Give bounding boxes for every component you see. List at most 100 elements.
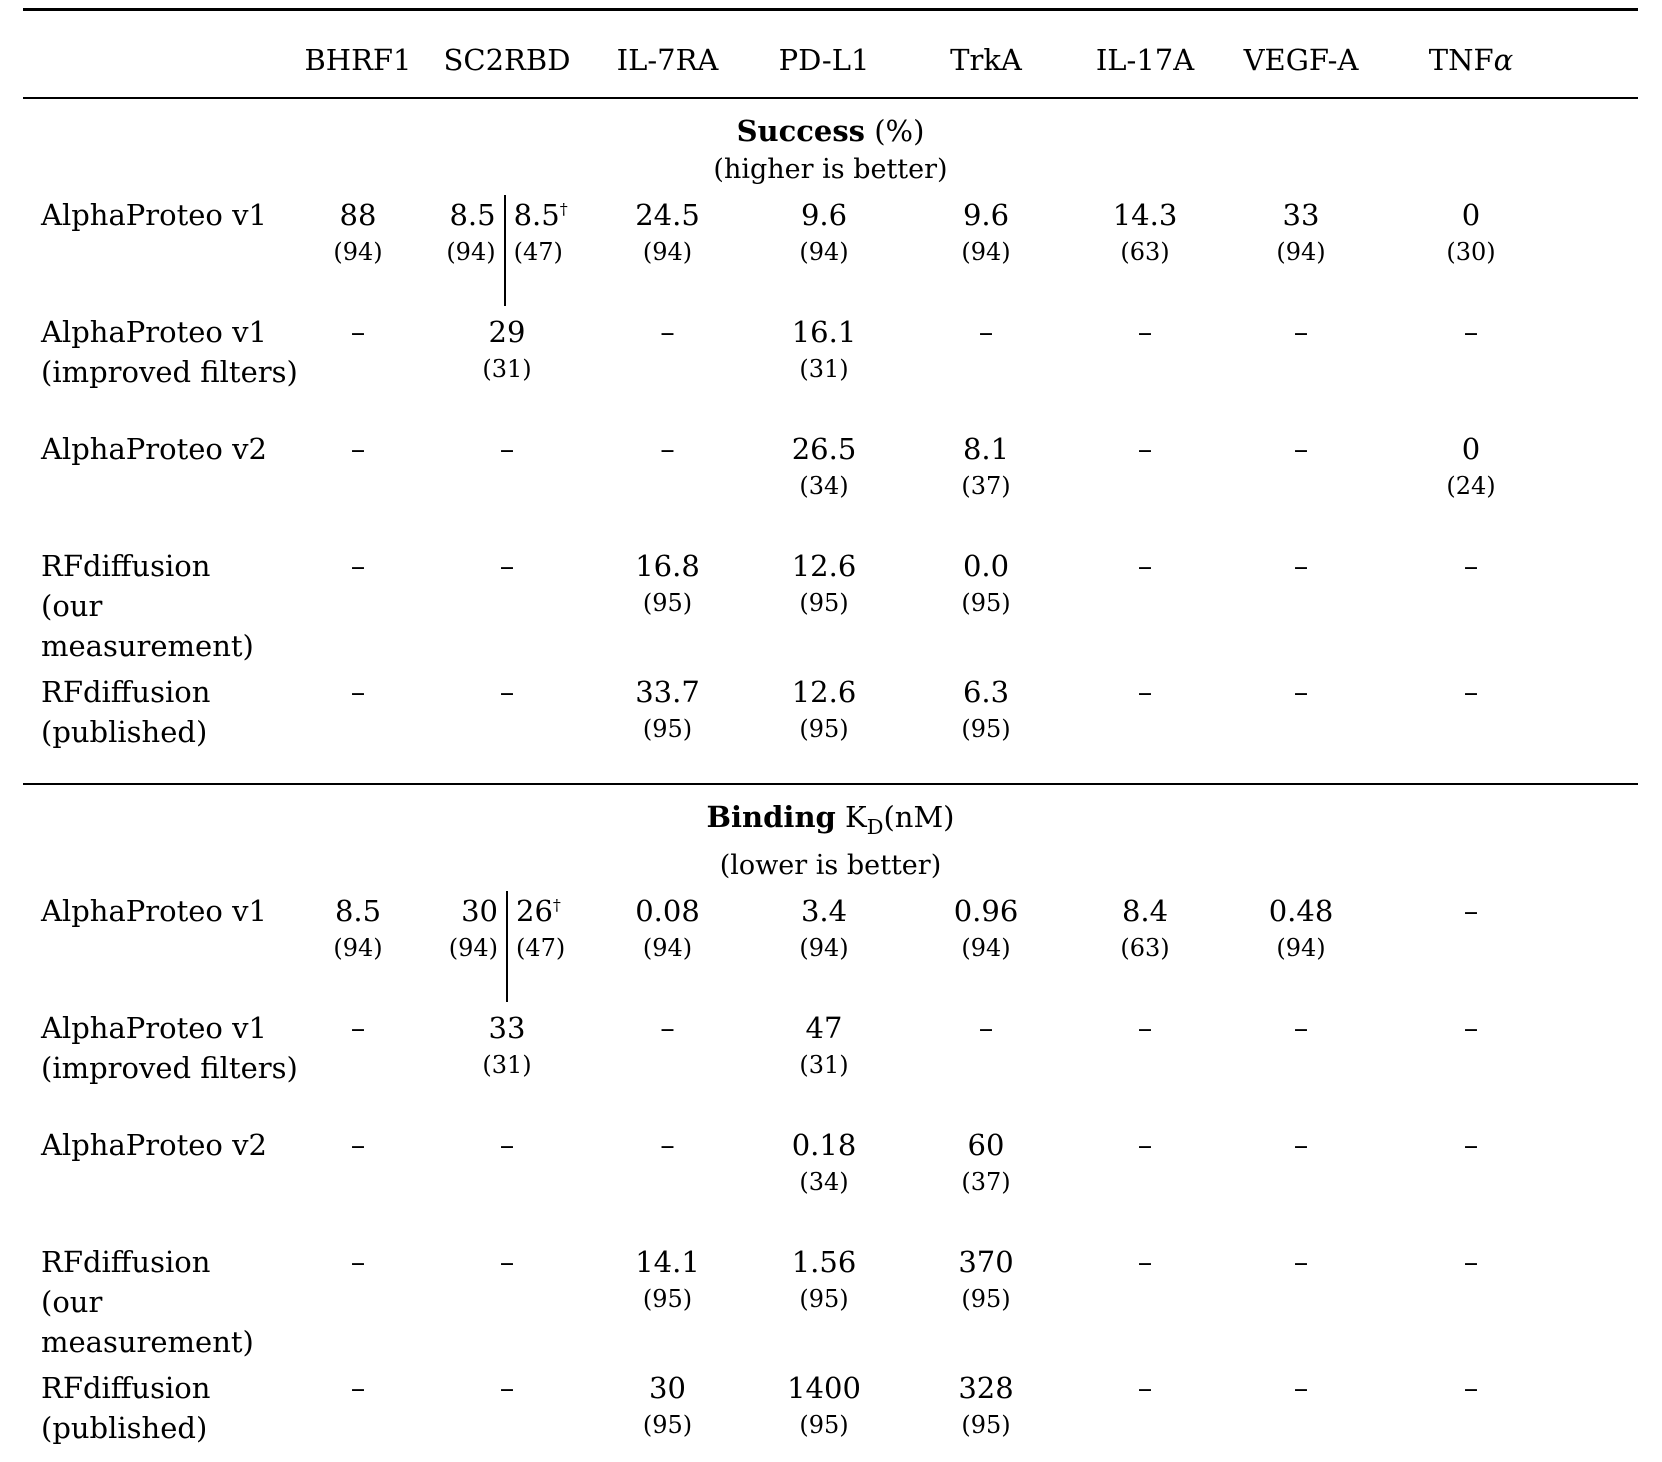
sample-count: (31) [482, 1050, 532, 1079]
section-success: Success (%) (higher is better) AlphaProteo… [23, 111, 1638, 783]
metric-value: 9.6 [962, 198, 1010, 232]
value-cell: – [1232, 306, 1370, 423]
value-cell: – [601, 423, 734, 540]
row-label-line: AlphaProteo v2 [41, 432, 267, 466]
value-cell: 8.5 (94) [303, 885, 413, 1002]
metric-value: – [1293, 1010, 1309, 1045]
row-label-line: RFdiffusion [41, 1244, 211, 1279]
metric-value: – [350, 1127, 366, 1162]
value-cell: – [303, 1002, 413, 1119]
value-cell: – [1232, 1362, 1370, 1462]
metric-value: – [1293, 1370, 1309, 1405]
column-header-row: BHRF1 SC2RBD IL-7RA PD-L1 TrkA IL-17A VEGF-A TN… [23, 11, 1638, 97]
value-cell: – [1058, 1236, 1232, 1362]
table-row-alphaproteo-v2: AlphaProteo v2 – – – 26.5 (34) 8.1 (37) – – 0 (24) [23, 423, 1638, 540]
value-cell: 0.96 (94) [914, 885, 1058, 1002]
split-half: 30 (94) [449, 891, 506, 1002]
value-cell: – [1370, 1362, 1572, 1462]
value-cell: 60 (37) [914, 1119, 1058, 1236]
value-cell: – [303, 666, 413, 783]
section-title-text: (nM) [883, 800, 955, 834]
metric-value: – [499, 432, 515, 466]
metric-value: – [978, 1010, 994, 1045]
value-cell: 0.08 (94) [601, 885, 734, 1002]
value-cell: – [914, 1002, 1058, 1119]
metric-value: 8.5 [334, 893, 382, 928]
row-label: AlphaProteo v2 [23, 423, 303, 540]
value-cell: – [1058, 1362, 1232, 1462]
metric-value: – [660, 1127, 675, 1162]
header-rule [23, 97, 1638, 99]
row-label: RFdiffusion (published) [23, 666, 303, 783]
sample-count: (95) [799, 1410, 849, 1439]
results-table: BHRF1 SC2RBD IL-7RA PD-L1 TrkA IL-17A VEGF-A TN… [23, 8, 1638, 1462]
metric-value: – [499, 675, 515, 709]
metric-value: – [350, 315, 366, 349]
metric-value: 12.6 [791, 675, 857, 709]
subscript-d: D [866, 814, 884, 839]
value-cell: – [413, 1119, 601, 1236]
section-binding: Binding KD(nM) (lower is better) AlphaProt… [23, 797, 1638, 1462]
metric-value: 6.3 [962, 675, 1010, 709]
value-cell: – [1370, 885, 1572, 1002]
sample-count: (95) [799, 589, 849, 617]
metric-value: – [1293, 549, 1309, 583]
value-cell: – [1370, 666, 1572, 783]
row-label-line: AlphaProteo v1 [41, 315, 267, 349]
value-cell: – [1370, 1002, 1572, 1119]
row-label-line: AlphaProteo v2 [41, 1127, 267, 1162]
metric-value: – [350, 549, 366, 583]
value-cell: 16.8 (95) [601, 540, 734, 666]
value-cell: – [1058, 540, 1232, 666]
column-header-il-7ra: IL-7RA [616, 43, 719, 77]
value-cell: 1.56 (95) [734, 1236, 914, 1362]
metric-value: – [660, 315, 675, 349]
greek-alpha: α [1493, 43, 1514, 77]
value-cell: 8.1 (37) [914, 423, 1058, 540]
sample-count: (34) [799, 1167, 849, 1196]
sample-count: (94) [448, 933, 498, 962]
value-cell: – [413, 423, 601, 540]
dagger-footnote-marker: † [552, 895, 561, 915]
metric-value: 26.5 [791, 432, 857, 466]
metric-value: – [350, 432, 366, 466]
row-label-line: RFdiffusion [41, 549, 211, 583]
value-cell: – [1058, 666, 1232, 783]
column-header-pd-l1: PD-L1 [778, 43, 870, 77]
column-header-vegf-a: VEGF-A [1243, 43, 1359, 77]
value-cell: 33 (31) [413, 1002, 601, 1119]
metric-value: – [1463, 1010, 1479, 1045]
sample-count: (47) [516, 933, 566, 962]
sample-count: (63) [1120, 238, 1170, 266]
metric-value: 8.5 [449, 198, 496, 232]
metric-value: – [499, 549, 515, 583]
metric-value: – [1137, 432, 1153, 466]
metric-value: 9.6 [800, 198, 848, 232]
table-row-alphaproteo-v1-improved-filters: AlphaProteo v1 (improved filters) – 33 (31) –… [23, 1002, 1638, 1119]
sample-count: (94) [642, 238, 693, 266]
sample-count: (94) [446, 238, 496, 266]
metric-value: 0.48 [1268, 893, 1334, 928]
value-cell: – [1232, 1236, 1370, 1362]
sample-count: (24) [1446, 472, 1496, 500]
row-label-line: (our measurement) [41, 1284, 254, 1359]
split-divider [506, 890, 508, 1002]
sample-count: (63) [1120, 933, 1170, 962]
sample-count: (31) [482, 355, 532, 383]
value-cell: 9.6 (94) [914, 189, 1058, 306]
value-cell: 3.4 (94) [734, 885, 914, 1002]
row-label-line: AlphaProteo v1 [41, 198, 267, 232]
metric-value: 88 [339, 198, 377, 232]
value-cell: – [413, 1236, 601, 1362]
row-label: RFdiffusion (our measurement) [23, 1236, 303, 1362]
value-cell: 12.6 (95) [734, 666, 914, 783]
metric-value: – [350, 1244, 366, 1279]
metric-value: 60 [967, 1127, 1005, 1162]
metric-value: – [1463, 549, 1479, 583]
value-cell: 14.1 (95) [601, 1236, 734, 1362]
value-cell: 0 (24) [1370, 423, 1572, 540]
metric-value: 14.3 [1112, 198, 1178, 232]
metric-value: – [660, 432, 675, 466]
metric-value: 8.1 [962, 432, 1010, 466]
value-cell: 24.5 (94) [601, 189, 734, 306]
